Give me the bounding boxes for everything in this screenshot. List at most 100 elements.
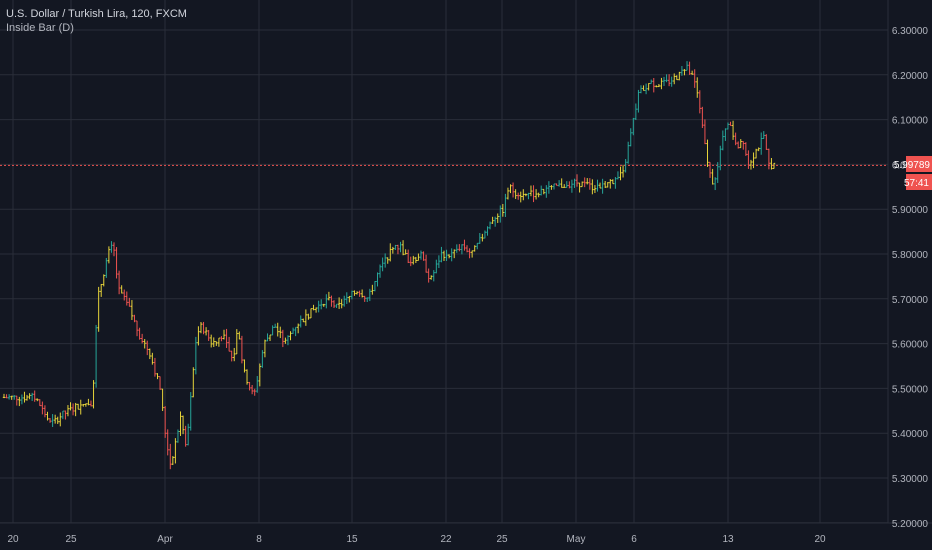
ohlc-bar (281, 329, 285, 348)
ohlc-bar (61, 410, 65, 420)
ohlc-bar (89, 400, 93, 407)
ohlc-bar (230, 350, 233, 362)
ohlc-bar (580, 181, 584, 188)
ohlc-bar (701, 106, 704, 129)
ohlc-bar (76, 403, 80, 410)
ohlc-bars (2, 61, 776, 470)
ohlc-bar (621, 165, 625, 178)
ohlc-bar (46, 411, 49, 421)
ohlc-bar (215, 341, 218, 346)
indicator-label[interactable]: Inside Bar (D) (6, 22, 74, 34)
ohlc-bar (545, 185, 548, 198)
ohlc-bar (299, 315, 302, 328)
ohlc-bar (752, 152, 755, 169)
ohlc-bar (110, 241, 113, 253)
ohlc-bar (176, 429, 180, 443)
time-axis[interactable]: 20 25 Apr 8 15 22 25 May 6 13 20 (7, 534, 826, 545)
ohlc-bar (719, 145, 722, 171)
ohlc-bar (721, 130, 725, 151)
ohlc-bar (565, 181, 568, 188)
ohlc-bar (10, 395, 13, 400)
ohlc-bar (447, 254, 451, 259)
symbol-title[interactable]: U.S. Dollar / Turkish Lira, 120, FXCM (6, 8, 187, 20)
last-price-label: 5.99789 (894, 160, 931, 171)
ohlc-bar (417, 253, 420, 261)
ohlc-bar (261, 350, 264, 368)
ohlc-bar (598, 182, 602, 189)
price-tick-label: 6.20000 (892, 71, 929, 82)
ohlc-bar (97, 286, 100, 332)
ohlc-bar (271, 325, 274, 336)
time-tick-label: May (567, 534, 586, 545)
ohlc-bar (294, 326, 297, 337)
price-tick-label: 5.80000 (892, 250, 929, 261)
ohlc-bar (693, 69, 696, 88)
ohlc-bar (192, 367, 195, 398)
ohlc-bar (603, 180, 607, 189)
ohlc-bar (337, 297, 341, 309)
ohlc-bar (754, 148, 758, 159)
ohlc-bar (742, 141, 745, 150)
ohlc-bar (504, 193, 507, 218)
ohlc-bar (563, 184, 566, 188)
ohlc-bar (266, 333, 269, 342)
ohlc-bar (138, 327, 141, 340)
ohlc-bar (583, 177, 586, 188)
ohlc-bar (506, 187, 510, 200)
ohlc-bar (511, 182, 515, 198)
ohlc-bar (233, 347, 236, 362)
ohlc-bar (726, 122, 730, 130)
ohlc-bar (199, 321, 203, 334)
ohlc-bar (59, 412, 62, 427)
ohlc-bar (445, 249, 448, 261)
ohlc-bar (432, 270, 435, 282)
time-tick-label: 8 (256, 534, 262, 545)
ohlc-bar (302, 318, 305, 323)
ohlc-bar (358, 290, 361, 297)
ohlc-bar (28, 393, 31, 400)
ohlc-bar (696, 77, 699, 98)
ohlc-bar (568, 181, 571, 189)
ohlc-bar (698, 90, 702, 114)
ohlc-bar (550, 185, 553, 190)
ohlc-bar (2, 393, 6, 399)
ohlc-bar (570, 179, 574, 193)
ohlc-bar (15, 395, 18, 406)
ohlc-bar (609, 179, 612, 189)
time-tick-label: 13 (722, 534, 734, 545)
ohlc-bar (23, 391, 26, 403)
ohlc-bar (391, 246, 395, 254)
ohlc-bar (330, 295, 333, 307)
ohlc-bar (345, 292, 348, 304)
time-tick-label: 25 (496, 534, 508, 545)
ohlc-bar (412, 255, 415, 265)
ohlc-bar (731, 120, 735, 140)
ohlc-bar (158, 376, 162, 390)
ohlc-bar (166, 429, 169, 456)
ohlc-bar (120, 285, 123, 294)
ohlc-bar (614, 177, 617, 189)
ohlc-bar (174, 438, 177, 464)
ohlc-bar (245, 369, 249, 385)
ohlc-bar (353, 290, 356, 296)
price-tick-label: 6.10000 (892, 116, 929, 127)
price-axis[interactable]: 6.300006.200006.100006.000005.900005.800… (892, 26, 929, 530)
ohlc-bar (749, 159, 753, 170)
ohlc-bar (499, 205, 502, 223)
ohlc-bar (82, 404, 85, 407)
ohlc-bar (534, 189, 538, 200)
ohlc-bar (243, 359, 246, 373)
time-tick-label: 20 (814, 534, 826, 545)
ohlc-bar (373, 281, 377, 292)
price-tick-label: 5.20000 (892, 519, 929, 530)
ohlc-bar (744, 142, 748, 156)
ohlc-bar (760, 132, 763, 155)
ohlc-bar (94, 324, 98, 388)
ohlc-bar (596, 179, 599, 192)
ohlc-bar (220, 336, 223, 342)
ohlc-bar (711, 168, 714, 185)
ohlc-bar (557, 180, 561, 187)
ohlc-bar (263, 339, 267, 358)
ohlc-bar (532, 185, 535, 203)
